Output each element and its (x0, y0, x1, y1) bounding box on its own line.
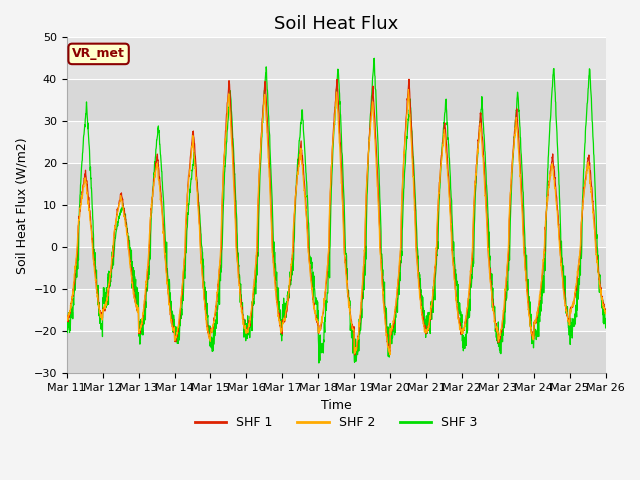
SHF 3 (364, 179, 371, 185)
SHF 1 (602, 306, 609, 312)
SHF 1 (493, 328, 501, 334)
Bar (67, 205, 605, 247)
Bar (67, 79, 605, 121)
SHF 2 (63, 318, 70, 324)
X-axis label: Time: Time (321, 398, 351, 412)
SHF 3 (371, 55, 378, 61)
Bar (67, 247, 605, 289)
SHF 1 (570, 300, 577, 306)
SHF 2 (602, 308, 609, 313)
SHF 1 (351, 352, 358, 358)
SHF 3 (63, 326, 70, 332)
SHF 1 (555, 222, 563, 228)
Line: SHF 2: SHF 2 (67, 90, 605, 355)
Bar (67, 37, 605, 79)
SHF 2 (352, 345, 360, 351)
SHF 1 (213, 295, 221, 300)
Bar (67, 121, 605, 163)
SHF 3 (602, 325, 609, 331)
SHF 3 (213, 321, 221, 327)
SHF 3 (315, 360, 323, 366)
Text: VR_met: VR_met (72, 48, 125, 60)
Y-axis label: Soil Heat Flux (W/m2): Soil Heat Flux (W/m2) (15, 137, 28, 274)
SHF 2 (555, 224, 563, 230)
Bar (67, 163, 605, 205)
Bar (67, 331, 605, 373)
Bar (67, 289, 605, 331)
SHF 2 (404, 87, 412, 93)
SHF 2 (213, 289, 221, 295)
SHF 1 (352, 348, 360, 354)
SHF 3 (570, 322, 577, 328)
SHF 1 (405, 76, 413, 82)
SHF 2 (364, 170, 371, 176)
SHF 3 (555, 167, 563, 173)
SHF 3 (352, 359, 360, 364)
SHF 3 (493, 338, 501, 344)
Legend: SHF 1, SHF 2, SHF 3: SHF 1, SHF 2, SHF 3 (190, 411, 483, 434)
SHF 2 (493, 328, 501, 334)
Title: Soil Heat Flux: Soil Heat Flux (274, 15, 398, 33)
SHF 1 (63, 318, 70, 324)
SHF 2 (386, 352, 394, 358)
Line: SHF 3: SHF 3 (67, 58, 605, 363)
SHF 2 (570, 299, 577, 304)
Line: SHF 1: SHF 1 (67, 79, 605, 355)
SHF 1 (364, 168, 371, 173)
